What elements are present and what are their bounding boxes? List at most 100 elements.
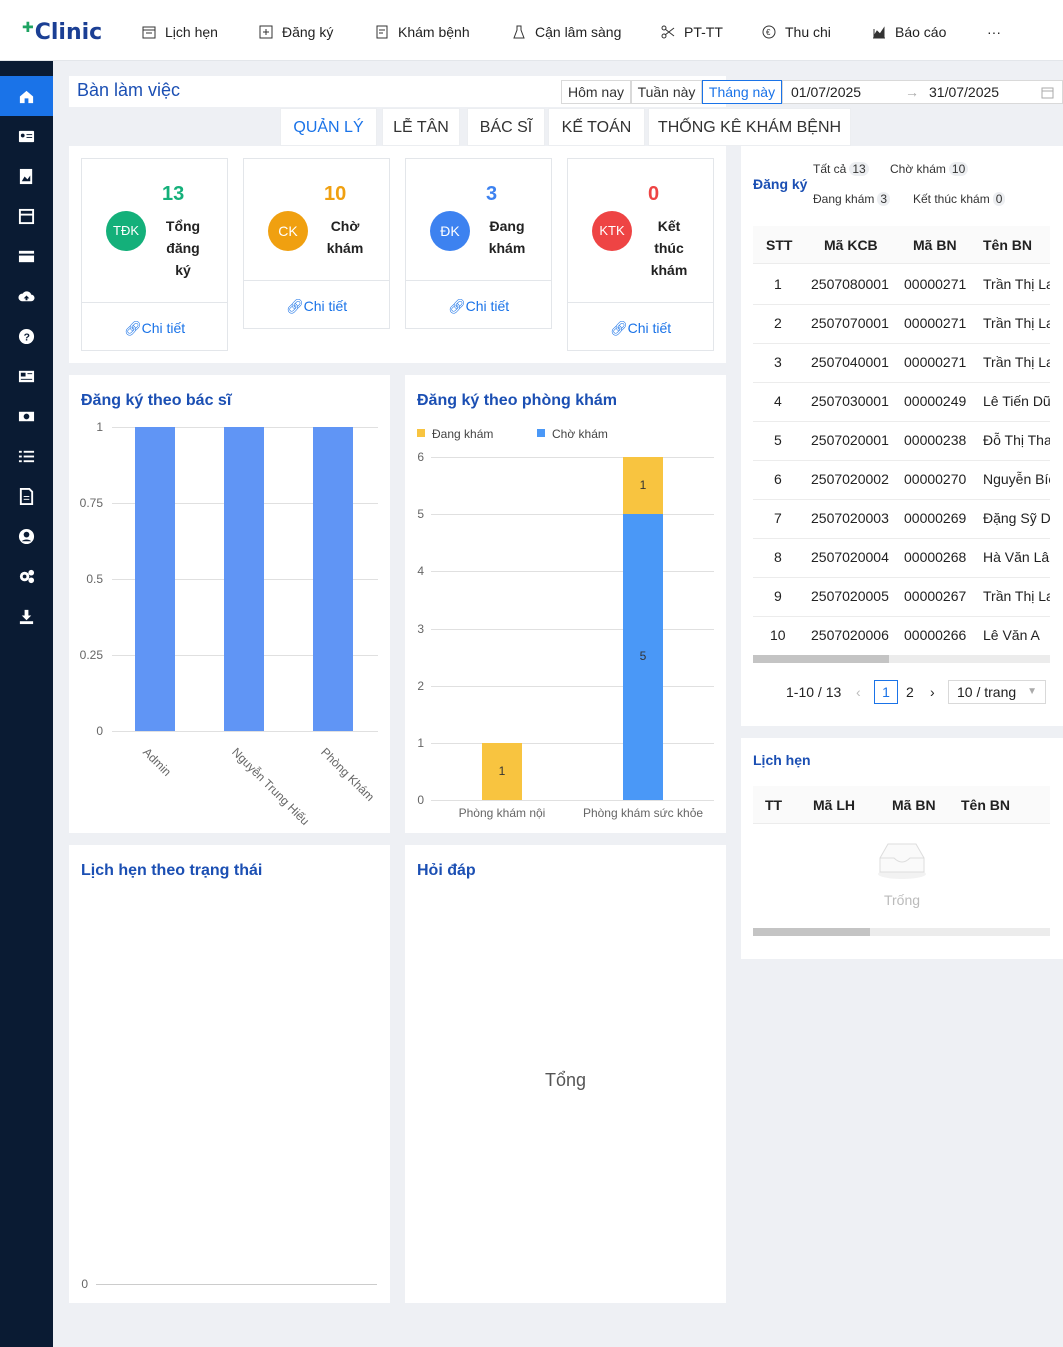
cell[interactable]: 2507040001 [811,354,889,370]
sidebar-item-money[interactable] [0,396,53,436]
appointments-scrollbar-track[interactable] [753,928,1050,936]
sidebar-item-user-circle[interactable] [0,516,53,556]
sidebar-item-download[interactable] [0,596,53,636]
filter-3[interactable]: Kết thúc khám 0 [913,192,1006,206]
cell[interactable]: Lê Tiến Dũng [983,393,1050,409]
cell[interactable]: 9 [774,588,782,604]
prev-page-icon[interactable]: ‹ [856,684,861,700]
nav-clipboard[interactable]: Khám bệnh [375,24,470,40]
cell[interactable]: Trần Thị Lan [983,315,1050,331]
tab-1[interactable]: LỄ TÂN [382,108,460,146]
nav-calendar[interactable]: Lịch hẹn [142,24,218,40]
calendar-icon[interactable] [1041,86,1054,99]
nav-scissors[interactable]: PT-TT [661,24,723,40]
page-1-button[interactable]: 1 [874,680,898,704]
cell[interactable]: 00000238 [904,432,967,448]
sidebar-item-store[interactable] [0,196,53,236]
register-scrollbar-thumb[interactable] [753,655,889,663]
sidebar-item-settings[interactable] [0,556,53,596]
sidebar-item-file[interactable] [0,476,53,516]
filter-0[interactable]: Tất cả 13 [813,162,869,176]
date-to[interactable]: 31/07/2025 [929,84,1000,100]
sidebar-item-id-card[interactable] [0,116,53,156]
tab-0[interactable]: QUẢN LÝ [280,108,377,146]
nav-chart[interactable]: Báo cáo [872,24,946,40]
stat-detail-link[interactable]: 🔗︎Chi tiết [568,302,713,352]
cell[interactable]: 2507020001 [811,432,889,448]
sidebar-item-news[interactable] [0,356,53,396]
cell[interactable]: Lê Văn A [983,627,1040,643]
sidebar-item-list[interactable] [0,436,53,476]
sidebar-item-question[interactable]: ? [0,316,53,356]
cell[interactable]: 00000266 [904,627,967,643]
cell[interactable]: 6 [774,471,782,487]
cell[interactable]: 2507020004 [811,549,889,565]
cell[interactable]: 4 [774,393,782,409]
nav-more[interactable]: ··· [987,24,1001,40]
cell[interactable]: 2507020003 [811,510,889,526]
cell[interactable]: 00000271 [904,276,967,292]
sidebar-item-image[interactable] [0,156,53,196]
date-from[interactable]: 01/07/2025 [791,84,862,100]
cell[interactable]: Đặng Sỹ Dũng [983,510,1050,526]
nav-plus-square[interactable]: Đăng ký [259,24,333,40]
tab-2[interactable]: BÁC SĨ [467,108,545,146]
sidebar-item-home[interactable] [0,76,53,116]
appointments-scrollbar-thumb[interactable] [753,928,870,936]
filter-1[interactable]: Chờ khám 10 [890,162,969,176]
page-2-button[interactable]: 2 [906,684,914,700]
cell[interactable]: 00000271 [904,315,967,331]
cell[interactable]: Trần Thị Lan [983,354,1050,370]
cell[interactable]: 2 [774,315,782,331]
page-size-select[interactable]: 10 / trang ▼ [948,680,1046,704]
bar-1-1[interactable]: 5 [623,514,663,800]
cell[interactable]: 00000271 [904,354,967,370]
legend-cho-kham[interactable]: Chờ khám [552,427,608,441]
this-month-button[interactable]: Tháng này [702,80,782,104]
cell[interactable]: Hà Văn Lâm [983,549,1050,565]
date-range-picker[interactable]: 01/07/2025 → 31/07/2025 [782,80,1063,104]
cell[interactable]: 00000267 [904,588,967,604]
nav-flask[interactable]: Cận lâm sàng [512,24,621,40]
this-week-button[interactable]: Tuần này [631,80,702,104]
cell[interactable]: 5 [774,432,782,448]
sidebar-item-cloud-upload[interactable] [0,276,53,316]
stat-detail-link[interactable]: 🔗︎Chi tiết [244,280,389,330]
cell[interactable]: 3 [774,354,782,370]
cell[interactable]: Trần Thị Lan [983,588,1050,604]
cell[interactable]: 2507020006 [811,627,889,643]
tab-4[interactable]: THỐNG KÊ KHÁM BỆNH [648,108,851,146]
today-button[interactable]: Hôm nay [561,80,631,104]
cell[interactable]: 00000270 [904,471,967,487]
register-scrollbar-track[interactable] [753,655,1050,663]
bar-0[interactable] [135,427,175,731]
nav-euro[interactable]: € Thu chi [762,24,831,40]
tab-3[interactable]: KẾ TOÁN [548,108,645,146]
cell[interactable]: 7 [774,510,782,526]
bar-2[interactable] [313,427,353,731]
cell[interactable]: 2507030001 [811,393,889,409]
bar-1-0[interactable]: 1 [623,457,663,515]
cell[interactable]: 2507020005 [811,588,889,604]
legend-dang-kham[interactable]: Đang khám [432,427,494,441]
cell[interactable]: Trần Thị Lan [983,276,1050,292]
bar-0-0[interactable]: 1 [482,742,522,800]
app-logo[interactable]: ✚Clinic [22,20,103,45]
next-page-icon[interactable]: › [930,684,935,700]
cell[interactable]: 2507080001 [811,276,889,292]
filter-2[interactable]: Đang khám 3 [813,192,891,206]
cell[interactable]: 1 [774,276,782,292]
cell[interactable]: 00000269 [904,510,967,526]
cell[interactable]: Nguyễn Bích [983,471,1050,487]
stat-detail-link[interactable]: 🔗︎Chi tiết [406,280,551,330]
stat-detail-link[interactable]: 🔗︎Chi tiết [82,302,227,352]
cell[interactable]: 10 [770,627,786,643]
cell[interactable]: 00000268 [904,549,967,565]
cell[interactable]: Đỗ Thị Thanh [983,432,1050,448]
cell[interactable]: 8 [774,549,782,565]
cell[interactable]: 2507020002 [811,471,889,487]
cell[interactable]: 00000249 [904,393,967,409]
bar-1[interactable] [224,427,264,731]
cell[interactable]: 2507070001 [811,315,889,331]
sidebar-item-card[interactable] [0,236,53,276]
